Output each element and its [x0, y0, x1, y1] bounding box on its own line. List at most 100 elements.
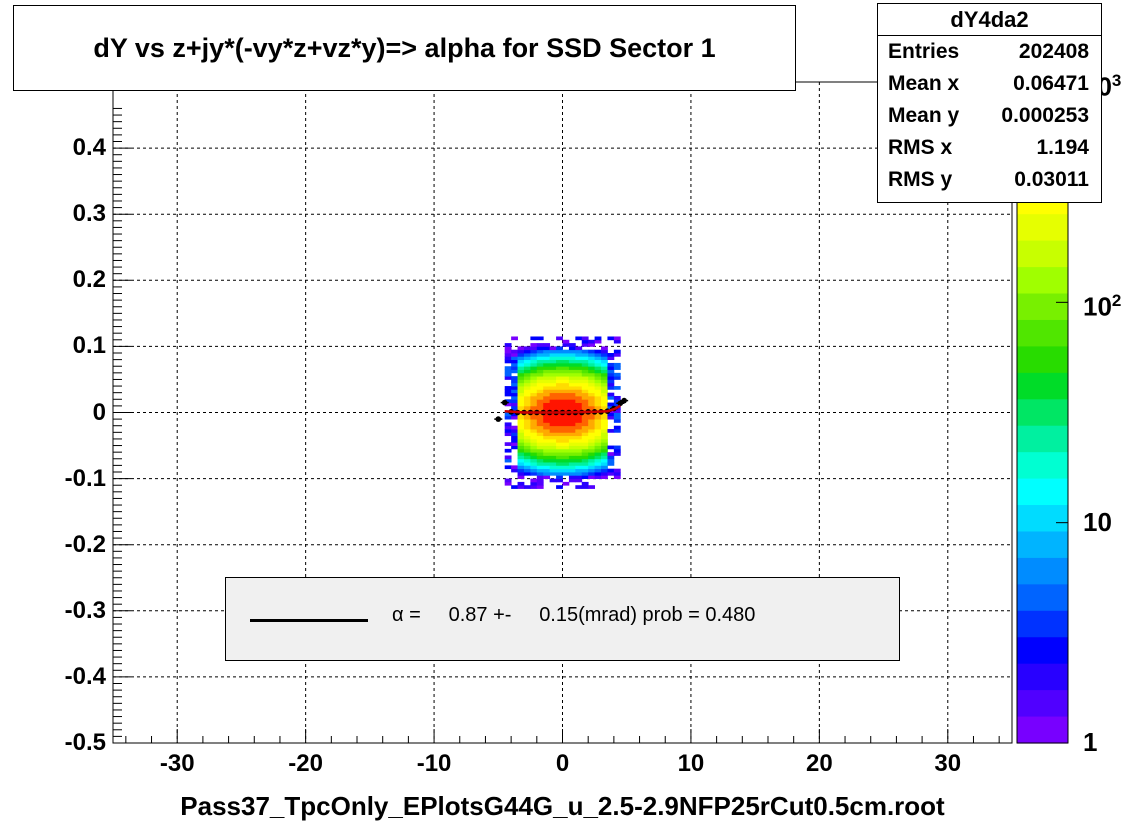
heatmap-cell [575, 382, 583, 387]
heatmap-cell [613, 409, 621, 413]
heatmap-cell [536, 475, 544, 479]
heatmap-cell [601, 475, 608, 479]
heatmap-cell [607, 376, 615, 380]
heatmap-cell [594, 425, 602, 430]
heatmap-cell [601, 452, 608, 456]
heatmap-cell [575, 462, 583, 466]
heatmap-cell [543, 415, 551, 420]
heatmap-cell [549, 455, 557, 460]
heatmap-cell [517, 349, 525, 354]
heatmap-cell [556, 349, 563, 354]
heatmap-cell [613, 425, 621, 430]
heatmap-cell [562, 349, 570, 354]
heatmap-cell [601, 389, 608, 394]
heatmap-cell [581, 429, 589, 433]
heatmap-cell [549, 471, 557, 476]
heatmap-cell [517, 356, 525, 361]
heatmap-cell [536, 465, 544, 470]
heatmap-cell [588, 438, 596, 443]
heatmap-cell [536, 432, 544, 437]
heatmap-cell [594, 419, 602, 423]
heatmap-cell [549, 382, 557, 387]
heatmap-cell [556, 429, 563, 433]
heatmap-cell [549, 415, 557, 420]
heatmap-cell [511, 465, 518, 470]
y-tick-label: 0.2 [72, 266, 106, 294]
heatmap-cell [568, 386, 576, 390]
heatmap-cell [568, 349, 576, 354]
heatmap-cell [549, 353, 557, 357]
heatmap-cell [523, 405, 531, 410]
heatmap-cell [511, 412, 518, 417]
heatmap-cell [504, 422, 512, 427]
heatmap-cell [530, 392, 538, 397]
heatmap-cell [536, 392, 544, 397]
heatmap-cell [543, 442, 551, 446]
heatmap-cell [601, 386, 608, 390]
heatmap-cell [523, 346, 531, 351]
heatmap-cell [562, 395, 570, 400]
heatmap-cell [568, 346, 576, 351]
heatmap-cell [517, 389, 525, 394]
heatmap-cell [556, 353, 563, 357]
heatmap-cell [511, 366, 518, 370]
heatmap-cell [536, 362, 544, 367]
heatmap-cell [575, 442, 583, 446]
heatmap-cell [530, 346, 538, 351]
heatmap-cell [556, 475, 563, 479]
heatmap-cell [543, 372, 551, 377]
heatmap-cell [594, 432, 602, 437]
heatmap-cell [536, 336, 544, 341]
heatmap-cell [562, 392, 570, 397]
heatmap-cell [504, 369, 512, 374]
heatmap-cell [543, 343, 551, 347]
heatmap-cell [517, 386, 525, 390]
heatmap-cell [517, 429, 525, 433]
heatmap-cell [549, 465, 557, 470]
heatmap-cell [517, 438, 525, 443]
heatmap-cell [536, 448, 544, 453]
palette-swatch [1017, 240, 1068, 268]
heatmap-cell [530, 458, 538, 463]
heatmap-cell [523, 356, 531, 361]
heatmap-cell [594, 382, 602, 387]
x-tick-label: -10 [416, 750, 452, 777]
heatmap-cell [581, 419, 589, 423]
heatmap-cell [594, 405, 602, 410]
heatmap-cell [511, 438, 518, 443]
fit-legend: α = 0.87 +- 0.15(mrad) prob = 0.480 [225, 577, 900, 661]
palette-swatch [1017, 478, 1068, 506]
heatmap-cell [556, 442, 563, 446]
heatmap-cell [530, 438, 538, 443]
heatmap-cell [581, 349, 589, 354]
heatmap-cell [613, 336, 621, 341]
heatmap-cell [562, 419, 570, 423]
heatmap-cell [601, 376, 608, 380]
heatmap-cell [594, 458, 602, 463]
heatmap-cell [511, 395, 518, 400]
heatmap-cell [575, 405, 583, 410]
heatmap-cell [575, 359, 583, 364]
heatmap-cell [575, 432, 583, 437]
heatmap-cell [601, 372, 608, 377]
heatmap-cell [588, 471, 596, 476]
heatmap-cell [530, 471, 538, 476]
heatmap-cell [523, 435, 531, 440]
heatmap-cell [556, 405, 563, 410]
heatmap-cell [556, 395, 563, 400]
heatmap-cell [601, 468, 608, 473]
heatmap-cell [523, 359, 531, 364]
heatmap-cell [536, 445, 544, 450]
heatmap-cell [588, 402, 596, 407]
heatmap-cell [588, 442, 596, 446]
x-tick-label: 30 [934, 750, 962, 777]
heatmap-cell [568, 366, 576, 370]
heatmap-cell [607, 455, 615, 460]
heatmap-cell [530, 415, 538, 420]
heatmap-cell [601, 462, 608, 466]
heatmap-cell [523, 376, 531, 380]
heatmap-cell [588, 462, 596, 466]
heatmap-cell [536, 409, 544, 413]
heatmap-cell [581, 405, 589, 410]
heatmap-cell [504, 366, 512, 370]
